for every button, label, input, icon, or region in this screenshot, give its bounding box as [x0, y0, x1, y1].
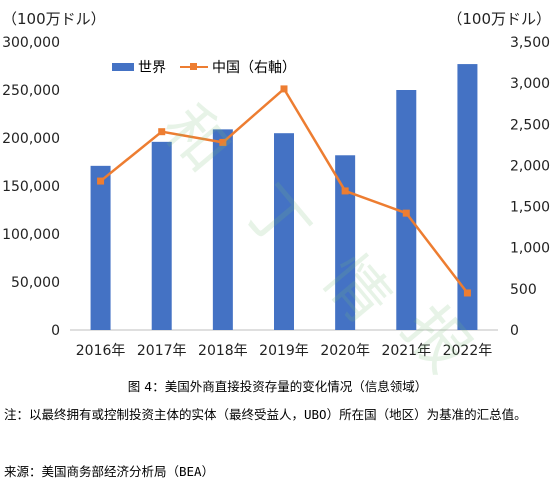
legend-swatch-china	[180, 61, 208, 73]
right-axis-tick-label: 1,500	[510, 200, 550, 216]
x-axis-tick-label: 2017年	[137, 343, 187, 359]
right-axis-unit: （100万ドル）	[447, 10, 551, 28]
point-china	[463, 289, 471, 297]
right-axis-tick-label: 0	[510, 323, 519, 339]
bar-world	[212, 129, 233, 330]
chart-area: （100万ドル） （100万ドル） 0 50,000 100,000 150,000 2…	[2, 10, 551, 359]
left-axis-tick-label: 100,000	[2, 227, 60, 243]
bar-world	[457, 64, 478, 330]
chart-legend: 世界 中国（右軸）	[112, 57, 310, 77]
x-axis-tick-label: 2019年	[259, 343, 309, 359]
chart-svg: 0 50,000 100,000 150,000 200,000 250,000 300,0…	[2, 35, 550, 359]
point-china	[402, 209, 410, 217]
bar-world	[151, 141, 172, 330]
point-china	[219, 138, 227, 146]
left-axis-tick-label: 300,000	[2, 35, 60, 51]
point-china	[97, 177, 105, 185]
right-axis-tick-label: 1,000	[510, 241, 550, 257]
left-axis-tick-label: 250,000	[2, 83, 60, 99]
right-axis-tick-label: 500	[510, 282, 537, 298]
point-china	[280, 85, 288, 93]
left-axis-tick-label: 0	[51, 323, 60, 339]
right-axis-tick-label: 2,000	[510, 158, 550, 174]
x-axis-tick-label: 2021年	[381, 343, 431, 359]
legend-label-china: 中国（右軸）	[212, 60, 296, 76]
left-axis-unit: （100万ドル）	[2, 10, 106, 28]
right-axis-tick-label: 2,500	[510, 117, 550, 133]
x-axis-tick-label: 2018年	[198, 343, 248, 359]
left-axis-tick-label: 50,000	[11, 275, 60, 291]
left-axis-tick-label: 200,000	[2, 131, 60, 147]
legend-swatch-world	[112, 63, 134, 71]
bar-world	[335, 155, 356, 330]
bar-world	[90, 165, 111, 330]
figure-note: 注：以最终拥有或控制投资主体的实体（最终受益人，UBO）所在国（地区）为基准的汇…	[4, 407, 527, 422]
bar-world	[274, 133, 294, 330]
x-axis-tick-label: 2016年	[76, 343, 126, 359]
legend-label-world: 世界	[138, 60, 166, 76]
point-china	[158, 128, 166, 136]
figure-caption: 图 4：美国外商直接投资存量的变化情况（信息领域）	[127, 379, 428, 394]
right-axis-tick-label: 3,500	[510, 35, 550, 51]
x-axis-tick-label: 2022年	[443, 343, 493, 359]
left-axis-tick-label: 150,000	[2, 179, 60, 195]
figure-source: 来源：美国商务部经济分析局（BEA）	[4, 464, 215, 479]
right-axis-tick-label: 3,000	[510, 76, 550, 92]
x-axis-tick-label: 2020年	[320, 343, 370, 359]
point-china	[341, 187, 349, 195]
